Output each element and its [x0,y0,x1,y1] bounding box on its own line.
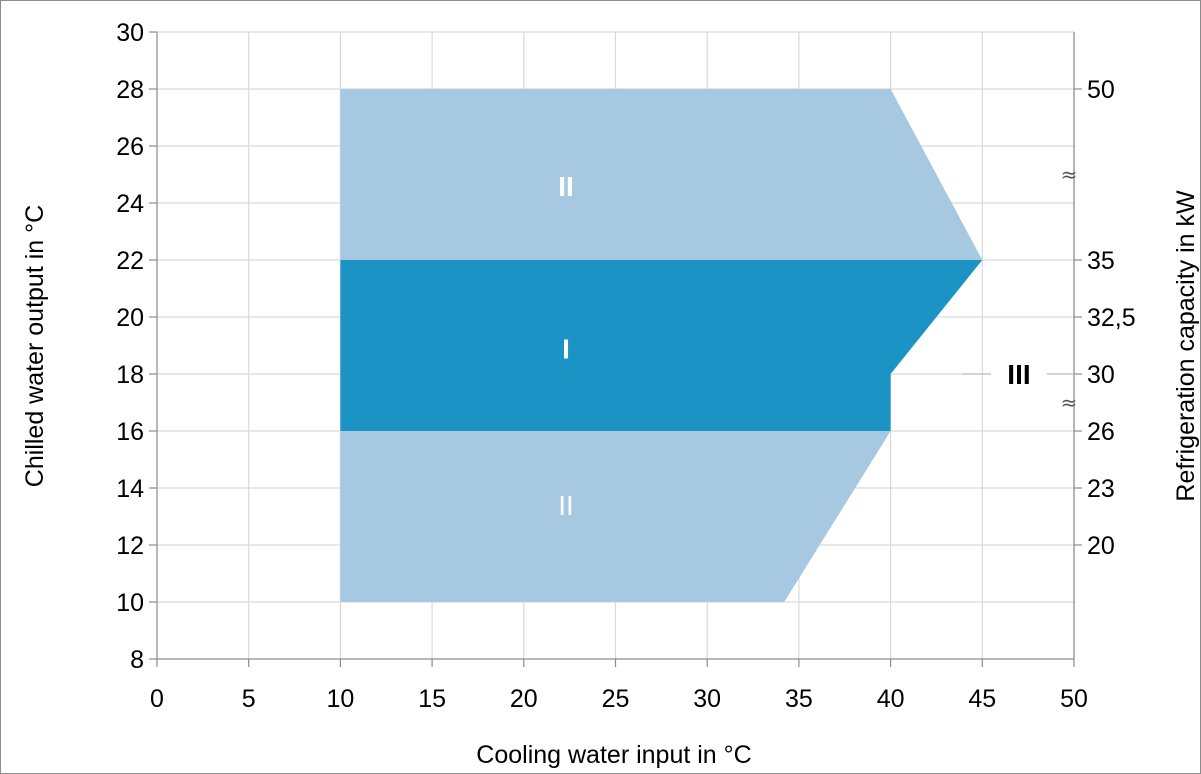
y2-tick-label: 35 [1087,247,1115,275]
y-tick-label: 22 [116,247,144,275]
y2-tick-label: 26 [1087,418,1115,446]
region-label-II-upper: II [558,171,574,202]
y2-tick-label: 50 [1087,76,1115,104]
axes: 0 5 10 15 20 25 30 35 40 45 50 8 10 12 14 16 18 20 22 24 26 2… [116,19,1135,713]
y-tick-label: 30 [116,19,144,47]
x-tick-label: 45 [968,685,996,713]
y2-tick-label: 20 [1087,532,1115,560]
x-tick-label: 0 [150,685,164,713]
region-label-II-lower: II [558,490,574,521]
y-tick-label: 26 [116,133,144,161]
region-II-upper [340,89,983,260]
y2-tick-label: 23 [1087,475,1115,503]
x-tick-label: 25 [602,685,630,713]
region-label-III: III [1007,359,1030,390]
region-II-lower [340,431,891,602]
x-tick-label: 10 [326,685,354,713]
x-tick-label: 15 [418,685,446,713]
y-tick-label: 12 [116,532,144,560]
x-tick-label: 40 [877,685,905,713]
x-axis-title: Cooling water input in °C [476,741,751,769]
annotation-background [990,356,1047,392]
y-tick-label: 14 [116,475,144,503]
x-tick-label: 30 [693,685,721,713]
region-I [340,260,983,431]
y-tick-label: 24 [116,190,144,218]
y-tick-label: 8 [130,646,144,674]
y-axis-title: Chilled water output in °C [21,205,49,487]
x-tick-label: 20 [510,685,538,713]
axis-break-symbol: ≈ [1061,391,1078,415]
axis-break-symbol: ≈ [1061,163,1078,187]
region-label-I: I [562,333,570,364]
y-tick-label: 28 [116,76,144,104]
y-tick-label: 16 [116,418,144,446]
x-tick-label: 35 [785,685,813,713]
y2-tick-label: 30 [1087,361,1115,389]
operating-regions [340,89,983,602]
y2-tick-label: 32,5 [1087,304,1136,332]
x-tick-label: 5 [242,685,256,713]
y-tick-label: 20 [116,304,144,332]
y2-axis-title: Refrigeration capacity in kW [1172,190,1200,502]
y-tick-label: 10 [116,589,144,617]
y-tick-label: 18 [116,361,144,389]
x-tick-label: 50 [1060,685,1088,713]
